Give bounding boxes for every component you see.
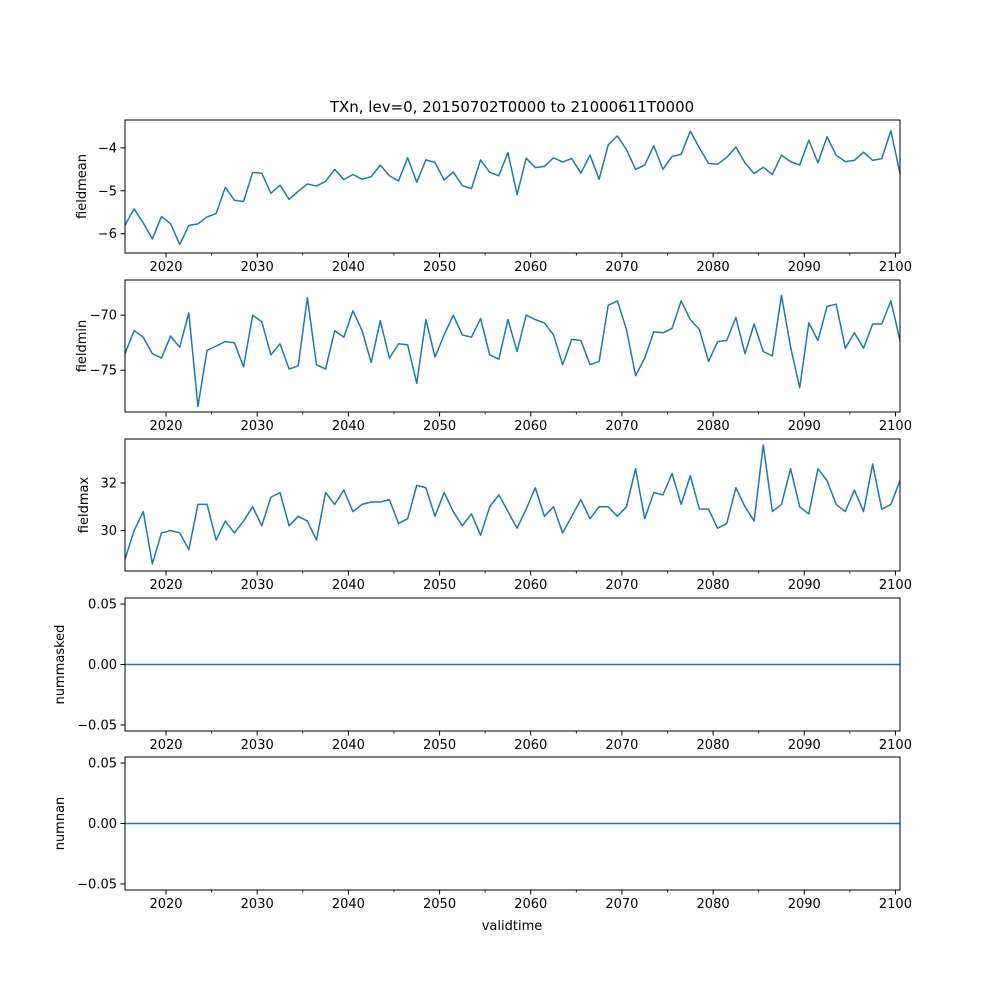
numnan-x-tick-label: 2020 bbox=[149, 897, 182, 912]
chart-title: TXn, lev=0, 20150702T0000 to 21000611T00… bbox=[329, 98, 694, 116]
fieldmean-y-tick-label: −5 bbox=[98, 184, 117, 199]
fieldmin-y-tick-label: −75 bbox=[90, 364, 117, 379]
fieldmean-series-line bbox=[125, 129, 900, 246]
nummasked-y-tick-label: 0.05 bbox=[88, 598, 117, 613]
fieldmax-series-line bbox=[125, 444, 900, 565]
nummasked-x-tick-label: 2070 bbox=[605, 738, 638, 753]
fieldmin-x-tick-label: 2050 bbox=[423, 419, 456, 434]
fieldmean-x-tick-label: 2040 bbox=[332, 260, 365, 275]
fieldmax-y-axis-label: fieldmax bbox=[77, 477, 92, 534]
fieldmean-x-tick-label: 2030 bbox=[241, 260, 274, 275]
numnan-y-tick-label: −0.05 bbox=[77, 877, 117, 892]
fieldmean-panel: 2020 2030 2040 2050 2060 2070 2080 2090 2100 −6 −5… bbox=[75, 119, 912, 275]
fieldmean-y-axis-label: fieldmean bbox=[75, 154, 90, 219]
fieldmean-x-tick-label: 2070 bbox=[605, 260, 638, 275]
nummasked-x-tick-label: 2040 bbox=[332, 738, 365, 753]
fieldmean-x-tick-label: 2100 bbox=[879, 260, 912, 275]
fieldmin-y-tick-label: −70 bbox=[90, 309, 117, 324]
fieldmax-x-tick-label: 2070 bbox=[605, 578, 638, 593]
nummasked-x-tick-label: 2100 bbox=[879, 738, 912, 753]
fieldmin-x-tick-label: 2070 bbox=[605, 419, 638, 434]
fieldmin-y-axis-label: fieldmin bbox=[75, 320, 90, 373]
fieldmean-x-tick-label: 2060 bbox=[514, 260, 547, 275]
fieldmax-panel: 2020 2030 2040 2050 2060 2070 2080 2090 2100 30 32… bbox=[77, 438, 912, 593]
fieldmin-x-tick-label: 2030 bbox=[241, 419, 274, 434]
x-axis-label: validtime bbox=[482, 919, 543, 934]
nummasked-y-axis-label: nummasked bbox=[53, 625, 68, 705]
nummasked-x-tick-label: 2060 bbox=[514, 738, 547, 753]
fieldmax-x-tick-label: 2030 bbox=[241, 578, 274, 593]
numnan-x-tick-label: 2080 bbox=[697, 897, 730, 912]
fieldmax-x-tick-label: 2090 bbox=[788, 578, 821, 593]
nummasked-panel: 2020 2030 2040 2050 2060 2070 2080 2090 2100 −0.0… bbox=[53, 597, 912, 753]
subplot-panels: 2020 2030 2040 2050 2060 2070 2080 2090 2100 −6 −5… bbox=[53, 119, 912, 912]
fieldmin-series-line bbox=[125, 294, 900, 408]
fieldmax-x-tick-label: 2060 bbox=[514, 578, 547, 593]
fieldmax-x-tick-label: 2050 bbox=[423, 578, 456, 593]
fieldmax-x-tick-label: 2100 bbox=[879, 578, 912, 593]
nummasked-x-tick-label: 2050 bbox=[423, 738, 456, 753]
fieldmax-x-tick-label: 2040 bbox=[332, 578, 365, 593]
numnan-y-tick-label: 0.00 bbox=[88, 817, 117, 832]
fieldmean-x-tick-label: 2090 bbox=[788, 260, 821, 275]
fieldmin-x-tick-label: 2100 bbox=[879, 419, 912, 434]
nummasked-y-tick-label: −0.05 bbox=[77, 718, 117, 733]
fieldmax-x-tick-label: 2080 bbox=[697, 578, 730, 593]
numnan-x-tick-label: 2090 bbox=[788, 897, 821, 912]
numnan-x-tick-label: 2060 bbox=[514, 897, 547, 912]
fieldmin-x-tick-label: 2040 bbox=[332, 419, 365, 434]
fieldmean-x-tick-label: 2020 bbox=[149, 260, 182, 275]
numnan-x-tick-label: 2100 bbox=[879, 897, 912, 912]
fieldmax-x-tick-label: 2020 bbox=[149, 578, 182, 593]
fieldmin-panel: 2020 2030 2040 2050 2060 2070 2080 2090 2100 −75 −… bbox=[75, 279, 912, 434]
fieldmean-axes-frame bbox=[124, 119, 901, 254]
numnan-panel: 2020 2030 2040 2050 2060 2070 2080 2090 2100 −0.0… bbox=[53, 756, 912, 912]
numnan-x-tick-label: 2070 bbox=[605, 897, 638, 912]
fieldmax-y-tick-label: 30 bbox=[100, 524, 117, 539]
numnan-x-tick-label: 2050 bbox=[423, 897, 456, 912]
numnan-x-tick-label: 2040 bbox=[332, 897, 365, 912]
nummasked-x-tick-label: 2090 bbox=[788, 738, 821, 753]
nummasked-x-tick-label: 2080 bbox=[697, 738, 730, 753]
numnan-y-tick-label: 0.05 bbox=[88, 757, 117, 772]
numnan-x-tick-label: 2030 bbox=[241, 897, 274, 912]
fieldmax-axes-frame bbox=[124, 438, 901, 572]
fieldmean-y-tick-label: −4 bbox=[98, 141, 117, 156]
fieldmean-x-tick-label: 2080 bbox=[697, 260, 730, 275]
fieldmin-x-tick-label: 2080 bbox=[697, 419, 730, 434]
fieldmin-x-tick-label: 2020 bbox=[149, 419, 182, 434]
nummasked-y-tick-label: 0.00 bbox=[88, 658, 117, 673]
fieldmean-y-tick-label: −6 bbox=[98, 227, 117, 242]
fieldmax-y-tick-label: 32 bbox=[100, 477, 117, 492]
fieldmean-x-tick-label: 2050 bbox=[423, 260, 456, 275]
nummasked-x-tick-label: 2030 bbox=[241, 738, 274, 753]
fieldmin-x-tick-label: 2060 bbox=[514, 419, 547, 434]
fieldmin-axes-frame bbox=[124, 279, 901, 413]
nummasked-x-tick-label: 2020 bbox=[149, 738, 182, 753]
fieldmin-x-tick-label: 2090 bbox=[788, 419, 821, 434]
numnan-y-axis-label: numnan bbox=[53, 797, 68, 851]
